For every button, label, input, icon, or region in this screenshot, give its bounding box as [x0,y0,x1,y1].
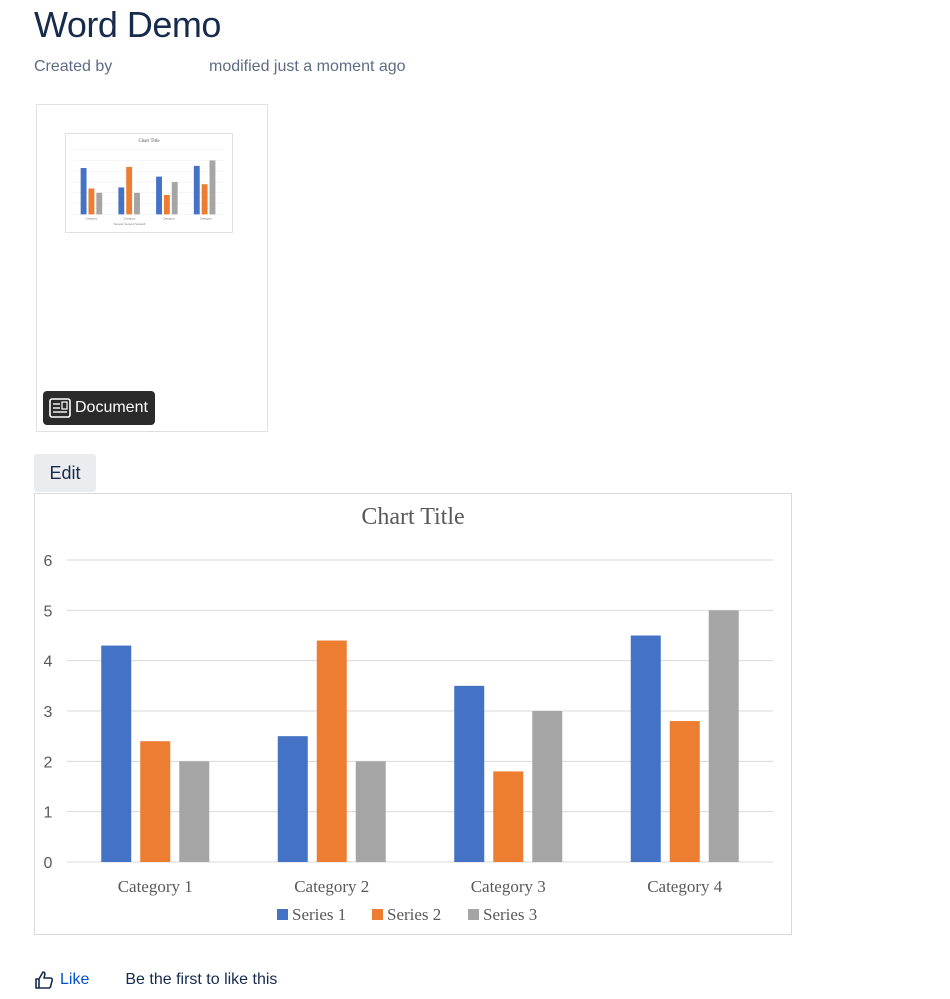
thumbnail-bar [88,188,95,215]
thumbnail-axis-labels: Category Category Category Category Series… [85,216,212,226]
chart-title: Chart Title [361,504,464,530]
bar [708,610,739,862]
x-tick-label: Category 2 [294,877,369,896]
bar [532,711,563,862]
thumbnail-bar [134,192,140,215]
bar [493,771,524,862]
svg-text:Category: Category [85,216,97,220]
thumbnail-bar [126,166,133,215]
legend-label: Series 2 [387,905,441,924]
chart-container: Chart Title 0 1 2 3 4 5 6 Category 1 Category 2… [34,493,792,935]
thumbnail-bar [193,165,200,215]
thumbnail-bar [209,160,216,215]
document-thumbnail[interactable]: Chart Title Category Category Category Cat… [36,104,268,432]
y-tick-label: 1 [44,805,53,822]
document-badge-label: Document [75,399,148,416]
legend-swatch [372,909,383,920]
bar [454,685,485,862]
thumbnail-bar [201,184,208,215]
thumbnail-bar [156,176,162,215]
legend-label: Series 3 [483,905,537,924]
thumbnail-bar [171,182,178,215]
thumbnail-bar [96,192,103,215]
bar [630,635,661,862]
thumbnail-chart-preview: Chart Title Category Category Category Cat… [65,133,233,233]
created-by-label: Created by [34,58,113,75]
x-tick-label: Category 3 [471,877,546,896]
svg-text:Category: Category [200,216,212,220]
document-badge: Document [43,391,155,425]
like-button[interactable]: Like [34,970,89,990]
thumbnail-chart-title: Chart Title [138,139,159,144]
thumbnail-bar [118,187,125,215]
like-message: Be the first to like this [125,971,278,988]
page-title: Word Demo [34,4,221,45]
bar [316,640,347,862]
thumbs-up-icon [35,971,54,989]
svg-text:Series1 Series2 Series3: Series1 Series2 Series3 [114,222,146,226]
like-bar: Like Be the first to like this [34,970,277,990]
y-tick-label: 3 [44,704,53,721]
bar [140,741,171,862]
y-tick-label: 6 [44,553,53,570]
bar [669,721,700,862]
svg-text:Category: Category [163,216,175,220]
edit-button[interactable]: Edit [34,454,96,492]
y-tick-label: 4 [44,654,53,671]
document-icon [49,398,71,418]
thumbnail-gridlines [72,149,224,215]
bar [277,736,308,862]
byline: Created by modified just a moment ago [34,58,406,76]
y-tick-label: 5 [44,603,53,620]
bar-chart: Chart Title 0 1 2 3 4 5 6 Category 1 Category 2… [44,504,773,924]
like-label: Like [60,971,90,988]
legend-swatch [468,909,479,920]
bar [355,761,386,862]
legend-label: Series 1 [292,905,346,924]
modified-label: modified just a moment ago [209,58,406,75]
bar [101,645,132,862]
bar [179,761,210,862]
thumbnail-bar [80,168,87,215]
x-tick-label: Category 4 [647,877,723,896]
thumbnail-bars [80,160,216,215]
x-tick-label: Category 1 [118,877,193,896]
legend-swatch [277,909,288,920]
y-tick-label: 0 [44,855,53,872]
y-tick-label: 2 [44,754,53,771]
svg-text:Category: Category [123,216,135,220]
thumbnail-bar [163,194,170,215]
